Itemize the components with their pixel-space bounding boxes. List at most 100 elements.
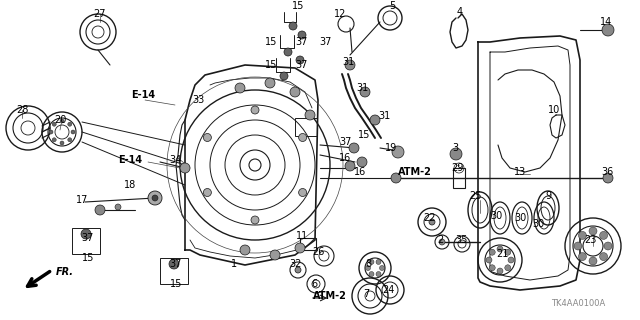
Bar bbox=[160, 258, 188, 284]
Circle shape bbox=[357, 157, 367, 167]
Circle shape bbox=[486, 257, 492, 263]
Text: 30: 30 bbox=[532, 219, 544, 229]
Text: 5: 5 bbox=[389, 1, 395, 11]
Circle shape bbox=[240, 245, 250, 255]
Circle shape bbox=[376, 260, 381, 264]
Circle shape bbox=[68, 122, 72, 126]
Circle shape bbox=[289, 22, 297, 30]
Circle shape bbox=[345, 161, 355, 171]
Circle shape bbox=[204, 188, 211, 196]
Circle shape bbox=[370, 115, 380, 125]
Circle shape bbox=[60, 141, 64, 145]
Text: 6: 6 bbox=[311, 279, 317, 289]
Text: 16: 16 bbox=[354, 167, 366, 177]
Circle shape bbox=[68, 138, 72, 142]
Circle shape bbox=[604, 242, 612, 250]
Text: 25: 25 bbox=[470, 191, 483, 201]
Circle shape bbox=[60, 119, 64, 123]
Text: 35: 35 bbox=[456, 235, 468, 245]
Text: 11: 11 bbox=[296, 231, 308, 241]
Circle shape bbox=[392, 146, 404, 158]
Circle shape bbox=[497, 268, 503, 274]
Text: 9: 9 bbox=[545, 191, 551, 201]
Circle shape bbox=[429, 219, 435, 225]
Bar bbox=[295, 118, 317, 136]
Text: 19: 19 bbox=[385, 143, 397, 153]
Text: 34: 34 bbox=[169, 155, 181, 165]
Text: 17: 17 bbox=[76, 195, 88, 205]
Circle shape bbox=[579, 231, 586, 239]
Circle shape bbox=[489, 249, 495, 255]
Circle shape bbox=[589, 257, 597, 265]
Circle shape bbox=[439, 239, 445, 245]
Text: 22: 22 bbox=[424, 213, 436, 223]
Circle shape bbox=[305, 110, 315, 120]
Circle shape bbox=[251, 216, 259, 224]
Circle shape bbox=[489, 265, 495, 271]
Circle shape bbox=[95, 205, 105, 215]
Text: 21: 21 bbox=[496, 249, 508, 259]
Text: 32: 32 bbox=[290, 259, 302, 269]
Circle shape bbox=[284, 48, 292, 56]
Circle shape bbox=[349, 143, 359, 153]
Bar bbox=[453, 168, 465, 188]
Text: 7: 7 bbox=[363, 289, 369, 299]
Circle shape bbox=[600, 231, 607, 239]
Circle shape bbox=[81, 229, 91, 239]
Circle shape bbox=[360, 87, 370, 97]
Text: 31: 31 bbox=[378, 111, 390, 121]
Circle shape bbox=[574, 242, 582, 250]
Text: 27: 27 bbox=[93, 9, 106, 19]
Text: 15: 15 bbox=[170, 279, 182, 289]
Text: 15: 15 bbox=[265, 60, 277, 70]
Circle shape bbox=[589, 227, 597, 235]
Circle shape bbox=[290, 87, 300, 97]
Circle shape bbox=[152, 195, 158, 201]
Text: 37: 37 bbox=[170, 259, 182, 269]
Circle shape bbox=[391, 173, 401, 183]
Text: 31: 31 bbox=[342, 57, 354, 67]
Text: 14: 14 bbox=[600, 17, 612, 27]
Text: FR.: FR. bbox=[56, 267, 74, 277]
Text: 29: 29 bbox=[451, 163, 463, 173]
Text: 26: 26 bbox=[312, 247, 324, 257]
Text: 8: 8 bbox=[365, 259, 371, 269]
Text: 15: 15 bbox=[265, 37, 277, 47]
Text: 23: 23 bbox=[584, 235, 596, 245]
Text: 16: 16 bbox=[339, 153, 351, 163]
Circle shape bbox=[450, 148, 462, 160]
Circle shape bbox=[49, 130, 53, 134]
Circle shape bbox=[251, 106, 259, 114]
Text: 18: 18 bbox=[124, 180, 136, 190]
Bar bbox=[72, 228, 100, 254]
Circle shape bbox=[505, 249, 511, 255]
Text: 1: 1 bbox=[231, 259, 237, 269]
Circle shape bbox=[602, 24, 614, 36]
Circle shape bbox=[295, 243, 305, 253]
Circle shape bbox=[296, 56, 304, 64]
Text: TK4AA0100A: TK4AA0100A bbox=[551, 300, 605, 308]
Circle shape bbox=[52, 122, 56, 126]
Circle shape bbox=[270, 250, 280, 260]
Text: 33: 33 bbox=[192, 95, 204, 105]
Text: 10: 10 bbox=[548, 105, 560, 115]
Circle shape bbox=[505, 265, 511, 271]
Text: 2: 2 bbox=[437, 235, 443, 245]
Circle shape bbox=[299, 188, 307, 196]
Circle shape bbox=[180, 163, 190, 173]
Text: 31: 31 bbox=[356, 83, 368, 93]
Text: E-14: E-14 bbox=[118, 155, 142, 165]
Text: 12: 12 bbox=[334, 9, 346, 19]
Circle shape bbox=[265, 78, 275, 88]
Circle shape bbox=[169, 259, 179, 269]
Text: 37: 37 bbox=[82, 233, 94, 243]
Text: 13: 13 bbox=[514, 167, 526, 177]
Text: 15: 15 bbox=[292, 1, 304, 11]
Circle shape bbox=[52, 138, 56, 142]
Text: 30: 30 bbox=[514, 213, 526, 223]
Circle shape bbox=[115, 204, 121, 210]
Circle shape bbox=[497, 246, 503, 252]
Text: 20: 20 bbox=[54, 115, 66, 125]
Circle shape bbox=[295, 267, 301, 273]
Text: E-14: E-14 bbox=[131, 90, 155, 100]
